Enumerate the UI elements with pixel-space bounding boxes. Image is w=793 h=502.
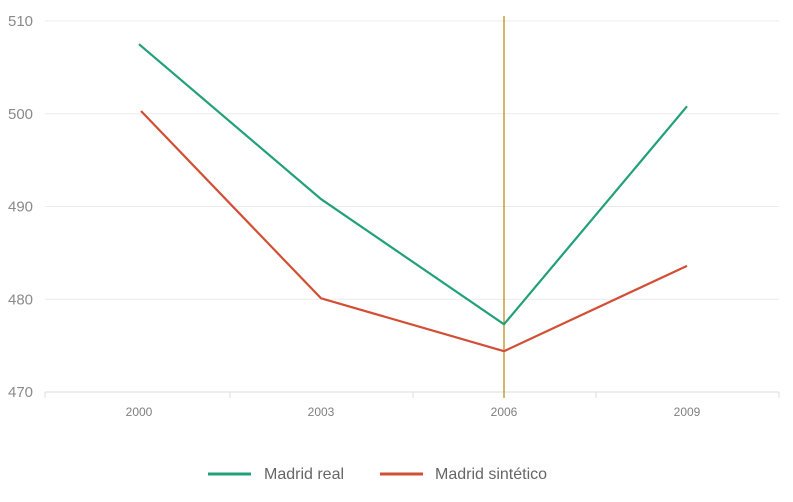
legend-item: Madrid sintético	[380, 466, 547, 483]
y-tick-label: 500	[8, 106, 33, 123]
x-axis-ticks: 2000 2003 2006 2009	[126, 405, 701, 419]
x-tick-label: 2003	[308, 405, 335, 419]
series-lines	[138, 43, 688, 353]
y-tick-label: 510	[8, 13, 33, 30]
grid-lines	[45, 20, 779, 300]
y-axis-ticks: 470 480 490 500 510	[8, 13, 33, 401]
legend-label: Madrid real	[264, 466, 344, 483]
legend: Madrid real Madrid sintético	[208, 466, 547, 483]
y-tick-label: 470	[8, 384, 33, 401]
y-tick-label: 480	[8, 291, 33, 308]
series-line-real	[138, 43, 688, 326]
legend-label: Madrid sintético	[435, 466, 547, 483]
x-tick-label: 2006	[491, 405, 518, 419]
x-tick-label: 2009	[674, 405, 701, 419]
x-tick-label: 2000	[126, 405, 153, 419]
legend-item: Madrid real	[208, 466, 344, 483]
x-axis	[44, 391, 780, 398]
series-line-synthetic	[140, 110, 688, 353]
y-tick-label: 490	[8, 199, 33, 216]
